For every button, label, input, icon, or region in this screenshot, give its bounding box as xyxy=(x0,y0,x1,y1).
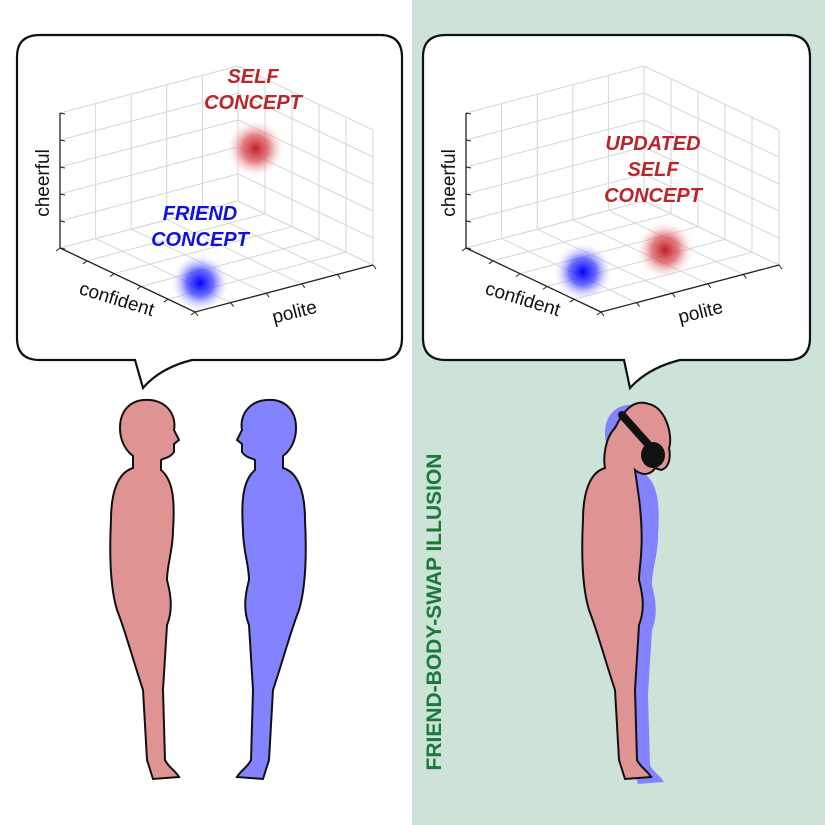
grid-line xyxy=(643,146,780,212)
tick xyxy=(301,283,306,289)
grid-line xyxy=(237,92,374,158)
tick xyxy=(336,274,341,279)
grid-line xyxy=(465,173,645,222)
tick xyxy=(230,302,235,307)
grid-line xyxy=(202,209,338,275)
tick xyxy=(194,311,199,317)
tick xyxy=(465,247,472,250)
grid-line xyxy=(465,146,645,195)
grid-line xyxy=(237,173,374,239)
self-concept-label: CONCEPT xyxy=(204,92,304,114)
tick xyxy=(265,292,270,298)
tick xyxy=(600,311,605,317)
tick xyxy=(488,260,494,265)
tick xyxy=(542,285,548,290)
grid-line xyxy=(59,173,239,222)
grid-line xyxy=(59,146,239,195)
grid-line xyxy=(465,65,645,114)
tick xyxy=(515,273,521,278)
tick xyxy=(82,260,88,265)
tick xyxy=(163,298,169,303)
tick xyxy=(59,193,66,196)
tick xyxy=(636,302,641,307)
illusion-title: FRIEND-BODY-SWAP ILLUSION xyxy=(423,454,446,771)
grid-line xyxy=(59,65,239,114)
self-concept-blob xyxy=(225,118,286,179)
axis-polite xyxy=(194,264,374,313)
tick xyxy=(372,264,377,270)
tick xyxy=(190,311,196,316)
tick xyxy=(55,247,61,252)
tick xyxy=(461,247,467,252)
grid-line xyxy=(166,219,303,285)
grid-line xyxy=(643,173,780,239)
tick xyxy=(136,285,142,290)
axis-label-cheerful: cheerful xyxy=(439,149,460,217)
self-concept-label: SELF xyxy=(227,66,279,88)
grid-line xyxy=(643,119,780,185)
grid-line xyxy=(465,92,645,141)
grid-line xyxy=(59,200,239,249)
grid-line xyxy=(113,226,293,275)
grid-line xyxy=(86,213,266,262)
grid-line xyxy=(237,65,374,131)
vr-headset-icon xyxy=(641,442,665,468)
tick xyxy=(778,264,783,270)
grid-line xyxy=(237,200,374,266)
speech-bubble-left xyxy=(15,33,404,391)
updated-self-concept-label: SELF xyxy=(627,159,679,181)
self-body xyxy=(109,398,181,781)
tick xyxy=(59,139,66,142)
tick xyxy=(465,139,472,142)
tick xyxy=(707,283,712,289)
grid-line xyxy=(643,200,780,266)
friend-body xyxy=(235,398,307,781)
tick xyxy=(109,273,115,278)
grid-line xyxy=(643,92,780,158)
tick xyxy=(59,112,66,115)
tick xyxy=(465,193,472,196)
self-body-swapped xyxy=(581,401,672,781)
tick xyxy=(465,166,472,169)
friend-concept-label: CONCEPT xyxy=(151,229,251,251)
updated-self-concept-blob xyxy=(635,219,696,280)
axis-polite xyxy=(600,264,780,313)
tick xyxy=(59,166,66,169)
tick xyxy=(59,220,66,223)
grid-line xyxy=(492,213,672,262)
axis-label-cheerful: cheerful xyxy=(33,149,54,217)
friend-concept-label: FRIEND xyxy=(163,203,237,225)
grid-line xyxy=(59,119,239,168)
concept-space-plot-left xyxy=(55,65,377,317)
grid-line xyxy=(465,200,645,249)
axis-confident xyxy=(59,247,196,313)
grid-line xyxy=(59,92,239,141)
grid-line xyxy=(465,119,645,168)
tick xyxy=(465,220,472,223)
friend-concept-blob xyxy=(552,241,613,302)
grid-line xyxy=(643,65,780,131)
tick xyxy=(742,274,747,279)
updated-self-concept-label: UPDATED xyxy=(605,133,700,155)
friend-concept-blob xyxy=(169,252,230,313)
tick xyxy=(465,112,472,115)
speech-bubble-right xyxy=(421,33,812,391)
tick xyxy=(596,311,602,316)
concept-space-plot-right xyxy=(461,65,783,317)
tick xyxy=(59,247,66,250)
updated-self-concept-label: CONCEPT xyxy=(604,185,704,207)
tick xyxy=(671,292,676,298)
